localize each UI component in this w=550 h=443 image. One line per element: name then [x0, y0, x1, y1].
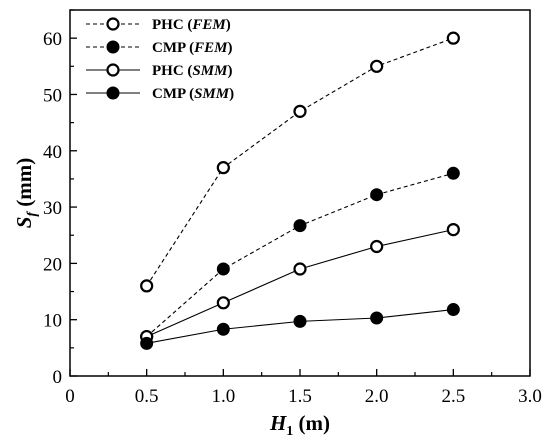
data-point	[446, 223, 460, 237]
y-tick-label: 60	[43, 29, 62, 50]
data-point	[446, 303, 460, 317]
legend: PHC (FEM) CMP (FEM) PHC (SMM) CMP (SMM)	[86, 17, 234, 102]
series-4	[140, 303, 460, 350]
legend-label: PHC (FEM)	[152, 17, 231, 33]
data-point	[370, 59, 384, 73]
data-point	[293, 262, 307, 276]
legend-marker	[106, 40, 120, 54]
x-axis-label: H1 (m)	[269, 411, 330, 439]
data-point	[216, 161, 230, 175]
y-tick-label: 40	[43, 142, 62, 163]
data-point	[216, 296, 230, 310]
x-tick-label: 2.5	[441, 386, 465, 407]
y-tick-label: 20	[43, 254, 62, 275]
data-point	[446, 166, 460, 180]
data-point	[216, 322, 230, 336]
legend-marker	[106, 17, 120, 31]
x-axis-label-main: H	[269, 411, 287, 435]
x-tick-label: 2.0	[365, 386, 389, 407]
x-axis-label-unit: (m)	[293, 411, 330, 435]
y-axis-label-main: S	[12, 217, 36, 229]
series-line	[146, 172, 454, 337]
data-point	[293, 104, 307, 118]
data-point	[370, 188, 384, 202]
x-axis-label-sub: 1	[286, 424, 293, 439]
legend-label: CMP (FEM)	[152, 40, 232, 56]
legend-marker	[106, 63, 120, 77]
x-tick-label: 0	[65, 386, 75, 407]
data-point	[370, 239, 384, 254]
x-tick-label: 3.0	[518, 386, 542, 407]
legend-label: PHC (SMM)	[152, 63, 232, 79]
y-axis-label: Sf (mm)	[12, 158, 40, 229]
data-point	[216, 262, 230, 276]
y-tick-label: 10	[43, 311, 62, 332]
legend-item: CMP (FEM)	[86, 40, 232, 56]
series-layer	[140, 31, 460, 350]
legend-marker	[106, 86, 120, 100]
data-point	[293, 219, 307, 233]
legend-item: PHC (FEM)	[86, 17, 231, 33]
data-point	[293, 314, 307, 328]
data-point	[140, 279, 154, 293]
y-tick-label: 30	[43, 198, 62, 219]
y-axis-label-unit: (mm)	[12, 158, 36, 212]
x-axis-ticks: 0 0.5 1.0 1.5 2.0 2.5 3.0	[65, 369, 542, 407]
y-axis-label-sub: f	[25, 211, 40, 217]
y-axis-ticks: 0 10 20 30 40 50 60	[43, 9, 77, 388]
series-3	[140, 223, 460, 344]
series-line	[146, 37, 454, 287]
legend-label: CMP (SMM)	[152, 86, 234, 102]
legend-item: CMP (SMM)	[86, 86, 234, 102]
legend-item: PHC (SMM)	[86, 63, 232, 79]
y-tick-label: 0	[53, 367, 63, 388]
y-tick-label: 50	[43, 85, 62, 106]
x-tick-label: 1.0	[211, 386, 235, 407]
series-1	[140, 31, 460, 293]
data-point	[140, 336, 154, 350]
x-tick-label: 1.5	[288, 386, 312, 407]
x-tick-label: 0.5	[135, 386, 159, 407]
data-point	[446, 31, 460, 45]
data-point	[370, 311, 384, 325]
